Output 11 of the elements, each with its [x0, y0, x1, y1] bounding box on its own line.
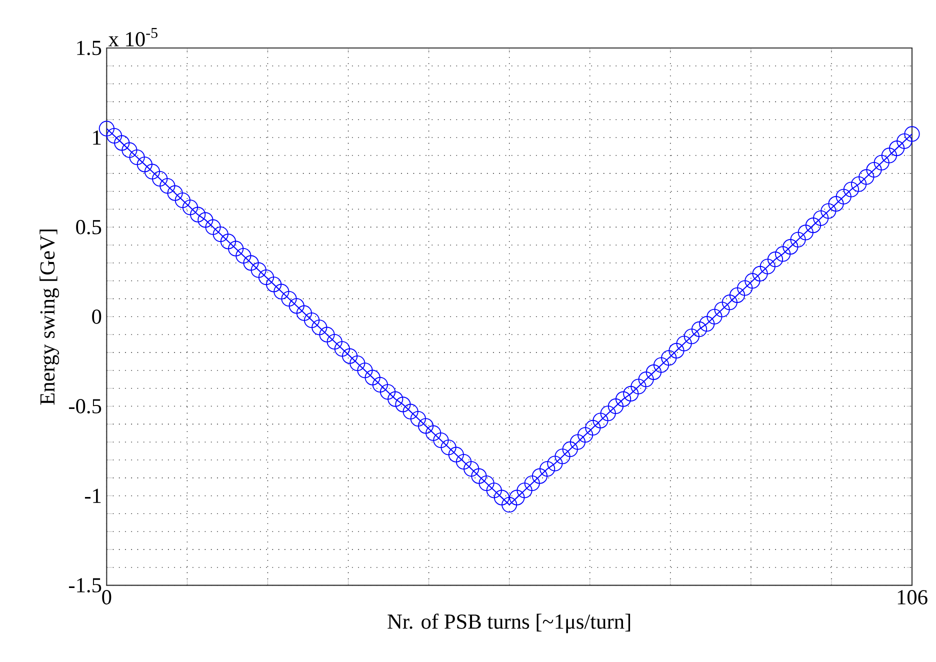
- y-tick-label: 1: [93, 130, 101, 145]
- x-axis-title: Nr. of PSB turns [~1μs/turn]: [388, 614, 630, 634]
- text: x 10$^{-5}$: [108, 28, 158, 46]
- y-tick-label: 0.5: [76, 220, 102, 234]
- x-tick-label: 106: [898, 590, 928, 604]
- y-tick-label: -1.5: [68, 578, 102, 593]
- y-tick-label: -0.5: [68, 398, 102, 414]
- y-tick-label: -1: [84, 488, 101, 503]
- y-tick-label: 1.5: [77, 40, 102, 56]
- y-axis-title: Energy swing [GeV]: [40, 230, 60, 405]
- y-tick-label: 0: [92, 309, 102, 324]
